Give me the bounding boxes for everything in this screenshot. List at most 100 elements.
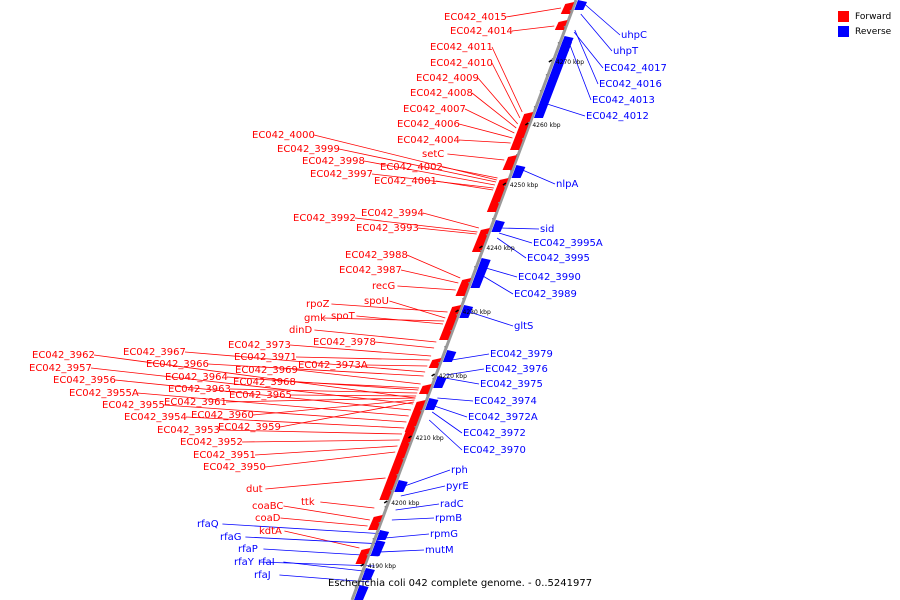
reverse-gene-block [424, 398, 439, 410]
axis-tick [478, 245, 483, 249]
axis-dot [390, 490, 393, 492]
gene-label-ec042-4001: EC042_4001 [374, 176, 437, 187]
gene-label-ec042-4011: EC042_4011 [430, 42, 493, 53]
forward-gene-block [404, 400, 426, 432]
axis-dot [366, 554, 369, 556]
leader-line [379, 549, 425, 553]
leader-line [400, 485, 446, 497]
gene-label-ec042-4009: EC042_4009 [416, 73, 479, 84]
reverse-gene-block [370, 540, 386, 556]
gene-label-ec042-3997: EC042_3997 [310, 169, 373, 180]
axis-tick [548, 59, 553, 63]
gene-label-ec042-4006: EC042_4006 [397, 119, 460, 130]
axis-dot [545, 74, 548, 76]
gene-label-nlpa: nlpA [556, 179, 578, 190]
leader-line [417, 227, 477, 235]
axis-tick [431, 373, 436, 377]
leader-line [422, 212, 479, 229]
gene-label-rpmb: rpmB [435, 513, 462, 524]
reverse-gene-block [533, 40, 573, 118]
gene-label-ec042-3955: EC042_3955 [102, 400, 165, 411]
forward-gene-block [418, 384, 432, 394]
leader-line [371, 173, 494, 189]
leader-line [356, 315, 444, 325]
leader-line [374, 341, 435, 349]
leader-line [283, 505, 370, 521]
leader-line [447, 153, 505, 161]
gene-label-rfay: rfaY [234, 557, 255, 568]
axis-dot [450, 330, 452, 332]
gene-label-coabc: coaBC [252, 501, 283, 512]
forward-gene-block [379, 430, 415, 500]
gene-label-ec042-3959: EC042_3959 [218, 422, 281, 433]
leader-line [259, 561, 375, 567]
leader-line [547, 103, 586, 117]
forward-gene-block [502, 155, 518, 170]
axis-dot [557, 42, 560, 44]
gene-label-gmk: gmk [304, 313, 326, 324]
leader-line [511, 25, 555, 32]
forward-gene-block [486, 178, 509, 212]
leader-line [296, 369, 421, 385]
gene-label-spot: spoT [331, 311, 356, 322]
axis-tick [455, 309, 459, 313]
leader-line [482, 275, 514, 295]
leader-line [389, 300, 446, 319]
axis-tick-label: 4200 kbp [391, 500, 419, 507]
leader-line [331, 303, 448, 313]
gene-label-rph: rph [451, 465, 468, 476]
legend-item-forward: Forward [838, 9, 891, 24]
gene-label-ec042-3965: EC042_3965 [229, 390, 292, 401]
axis-tick [502, 182, 507, 186]
leader-line [280, 517, 368, 527]
axis-tick-label: 4210 kbp [415, 435, 443, 442]
legend-item-reverse: Reverse [838, 24, 891, 39]
axis-dot [384, 506, 387, 508]
leader-line [229, 388, 418, 394]
leader-line [505, 7, 562, 18]
gene-label-ttk: ttk [301, 497, 315, 508]
leader-line [279, 574, 369, 583]
gene-label-rfaj: rfaJ [254, 570, 271, 581]
legend: Forward Reverse [838, 9, 891, 39]
gene-label-ec042-4012: EC042_4012 [586, 111, 649, 122]
genome-axis [350, 0, 578, 600]
gene-label-ec042-3988: EC042_3988 [345, 250, 408, 261]
gene-label-ec042-4007: EC042_4007 [403, 104, 466, 115]
axis-dot [372, 538, 375, 540]
reverse-swatch [838, 26, 849, 37]
axis-dot [498, 202, 500, 204]
axis-dot [480, 250, 482, 252]
leader-line [574, 29, 599, 85]
leader-line [163, 404, 407, 423]
gene-label-ec042-3974: EC042_3974 [474, 396, 537, 407]
leader-line [363, 160, 496, 186]
gene-label-ec042-3973a: EC042_3973A [298, 360, 368, 371]
gene-label-ec042-3972a: EC042_3972A [468, 412, 538, 423]
gene-label-ec042-3957: EC042_3957 [29, 363, 92, 374]
leader-line [458, 123, 513, 139]
axis-dot [486, 234, 488, 236]
gene-label-ec042-3952: EC042_3952 [180, 437, 243, 448]
leader-line [323, 317, 445, 322]
leader-line [338, 148, 497, 183]
gene-label-ec042-3971: EC042_3971 [234, 352, 297, 363]
reverse-gene-block [394, 480, 408, 492]
gene-label-ec042-3953: EC042_3953 [157, 425, 220, 436]
leader-line [469, 311, 514, 327]
leader-line [404, 469, 451, 487]
leader-line [428, 419, 463, 451]
gene-label-ec042-4017: EC042_4017 [604, 63, 667, 74]
reverse-gene-block [511, 165, 526, 178]
gene-label-dut: dut [246, 484, 263, 495]
forward-gene-block [471, 228, 490, 252]
gene-label-ec042-4016: EC042_4016 [599, 79, 662, 90]
forward-swatch [838, 11, 849, 22]
gene-label-ec042-3999: EC042_3999 [277, 144, 340, 155]
axis-dot [432, 378, 434, 380]
axis-dot [533, 106, 536, 108]
reverse-gene-block [361, 568, 375, 580]
gene-label-ec042-3973: EC042_3973 [228, 340, 291, 351]
gene-label-ec042-3951: EC042_3951 [193, 450, 256, 461]
